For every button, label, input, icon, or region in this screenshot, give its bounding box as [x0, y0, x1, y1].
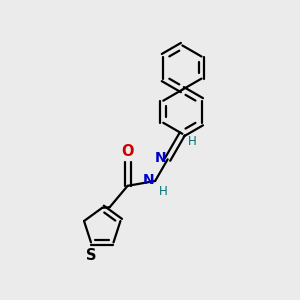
- Text: N: N: [155, 152, 167, 165]
- Text: H: H: [159, 185, 167, 198]
- Text: S: S: [86, 248, 96, 263]
- Text: H: H: [188, 135, 197, 148]
- Text: O: O: [122, 144, 134, 159]
- Text: N: N: [142, 173, 154, 187]
